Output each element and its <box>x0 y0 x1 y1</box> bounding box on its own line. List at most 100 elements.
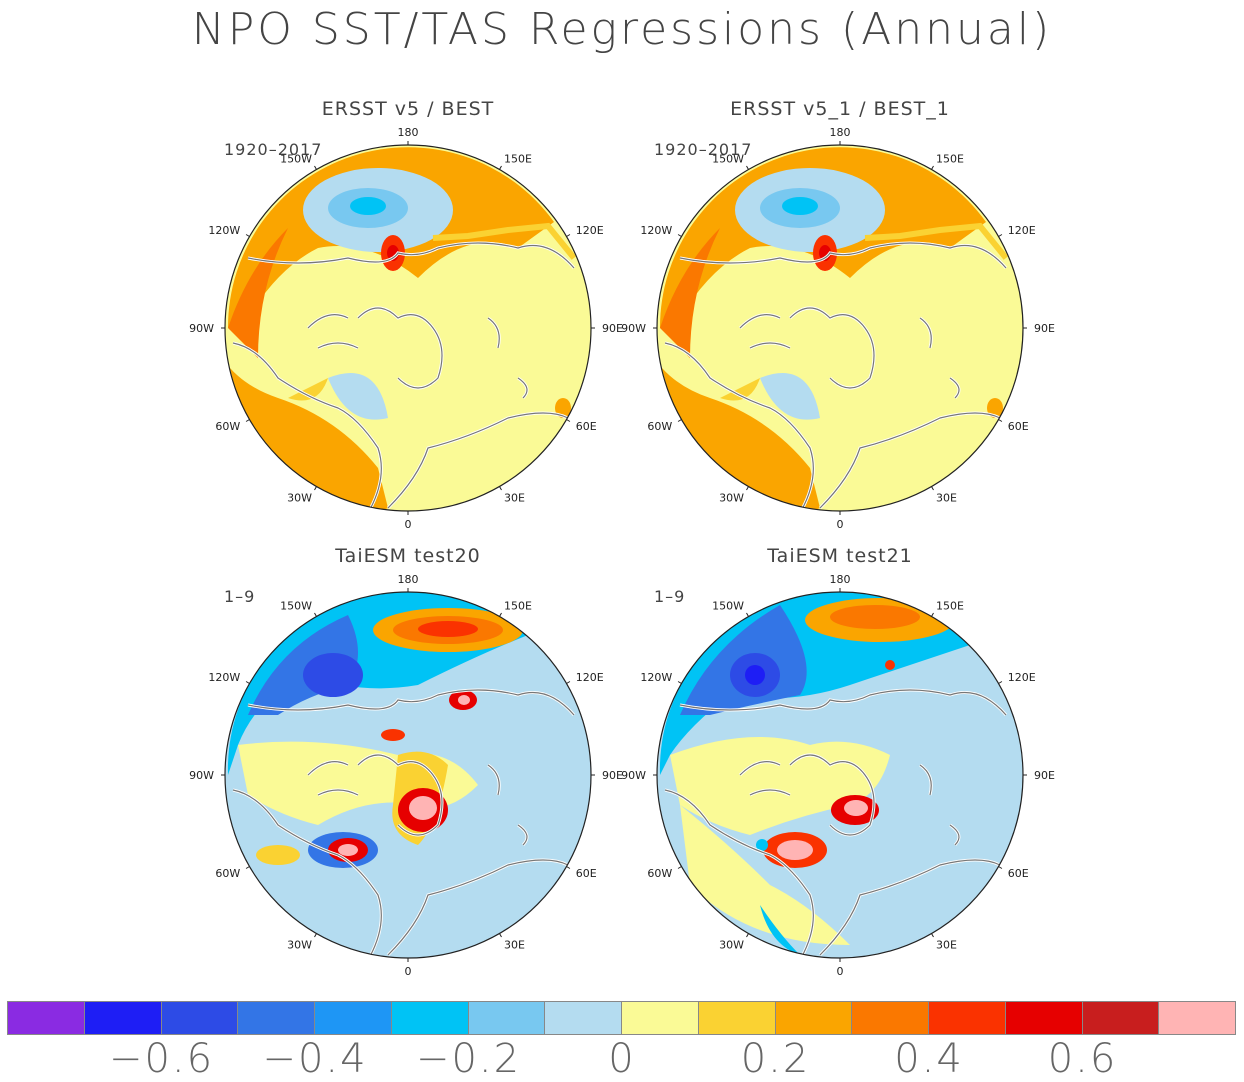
colorbar-cell <box>467 1001 546 1035</box>
coastlines <box>664 241 1008 511</box>
colorbar-tick-label: 0.4 <box>894 1036 964 1082</box>
contour-region <box>458 695 470 705</box>
lon-tick <box>245 681 250 684</box>
lon-label: 60W <box>647 867 672 880</box>
contour-region <box>756 839 768 851</box>
colorbar-cell <box>621 1001 699 1035</box>
lon-tick <box>314 165 317 170</box>
lon-label: 120E <box>576 671 604 684</box>
coastline <box>789 754 875 836</box>
colorbar-cell <box>1081 1001 1160 1035</box>
lon-tick <box>931 612 934 617</box>
colorbar-cell <box>7 1001 85 1035</box>
contour-region <box>418 621 478 637</box>
panel-taiesm-test21: TaiESM test21 1–9 180 150E 120E 90E 60E 30E 0 3… <box>621 545 1055 978</box>
lon-label: 0 <box>405 518 412 531</box>
lon-label: 120W <box>640 224 672 237</box>
panel-period: 1–9 <box>224 587 256 606</box>
coastline <box>487 764 528 846</box>
colorbar-cell <box>1158 1001 1236 1035</box>
lon-tick <box>314 486 317 491</box>
polar-map: 180 150E 120E 90E 60E 30E 0 30W 60W 90W 120W 150W <box>621 126 1055 531</box>
lon-tick <box>998 866 1003 869</box>
colorbar-cell <box>390 1001 469 1035</box>
contour-region <box>987 398 1003 418</box>
colorbar-tick-label: −0.2 <box>415 1036 522 1082</box>
lon-tick <box>566 866 571 869</box>
lon-label: 150E <box>504 599 532 612</box>
contour-region <box>777 840 813 860</box>
polar-map: 180 150E 120E 90E 60E 30E 0 30W 60W 90W 120W 150W <box>189 573 623 978</box>
lon-label: 150E <box>936 152 964 165</box>
coastlines <box>664 688 1008 958</box>
polar-map: 180 150E 120E 90E 60E 30E 0 30W 60W 90W 120W 150W <box>621 573 1055 978</box>
contour-region <box>303 653 363 697</box>
contour-region <box>745 665 765 685</box>
panel-title: ERSST v5 / BEST <box>321 98 495 120</box>
contour-region <box>760 373 820 420</box>
colorbar-cell <box>697 1001 776 1035</box>
lon-label: 60E <box>576 867 597 880</box>
coastline <box>664 342 814 511</box>
lon-label: 30W <box>287 939 312 952</box>
coastline <box>357 307 443 389</box>
panel-ersst-best-1: ERSST v5_1 / BEST_1 1920–2017 180 150E 120… <box>621 98 1055 531</box>
lon-label: 90W <box>189 769 214 782</box>
lon-label: 150W <box>712 152 744 165</box>
colorbar-cell <box>83 1001 162 1035</box>
panel-title: TaiESM test20 <box>335 545 481 567</box>
lon-label: 30W <box>719 492 744 505</box>
lon-label: 60E <box>1008 867 1029 880</box>
contour-region <box>338 844 358 856</box>
field-layer <box>225 592 591 958</box>
lon-tick <box>931 165 934 170</box>
lon-label: 0 <box>837 518 844 531</box>
lon-label: 90E <box>602 322 623 335</box>
contour-region <box>432 222 577 260</box>
coastline <box>789 307 875 389</box>
contour-region <box>350 197 386 215</box>
coastline <box>679 689 1007 716</box>
colorbar-tick-label: 0.6 <box>1047 1036 1118 1082</box>
lon-label: 180 <box>398 573 419 586</box>
lon-label: 180 <box>398 126 419 139</box>
lon-label: 60W <box>647 420 672 433</box>
coastline <box>679 242 1007 269</box>
coastline <box>247 242 575 269</box>
contour-region <box>555 398 571 418</box>
lon-label: 30E <box>504 939 525 952</box>
lon-label: 30W <box>287 492 312 505</box>
lon-label: 60W <box>215 867 240 880</box>
colorbar-cell <box>237 1001 315 1035</box>
coastline <box>819 859 1001 956</box>
coastline <box>307 314 359 349</box>
lon-label: 120E <box>1008 224 1036 237</box>
panel-taiesm-test20: TaiESM test20 1–9 180 150E 120E 90E 60E 30E 0 3… <box>189 545 623 978</box>
lon-label: 150W <box>280 152 312 165</box>
coastline <box>387 412 569 509</box>
coastline <box>739 314 791 349</box>
colorbar-tick-label: −0.6 <box>108 1036 215 1082</box>
coastline <box>232 789 382 958</box>
lon-tick <box>566 419 571 422</box>
contour-region <box>288 378 328 401</box>
lon-tick <box>314 933 317 938</box>
contour-region <box>680 805 850 945</box>
lon-label: 30E <box>936 492 957 505</box>
lon-tick <box>998 681 1003 684</box>
polar-map: 180 150E 120E 90E 60E 30E 0 30W 60W 90W 120W 150W <box>189 126 623 531</box>
lon-tick <box>998 419 1003 422</box>
page-title: NPO SST/TAS Regressions (Annual) <box>191 4 1053 55</box>
lon-tick <box>245 234 250 237</box>
lon-tick <box>499 933 502 938</box>
lon-tick <box>566 681 571 684</box>
lon-tick <box>746 165 749 170</box>
lon-label: 120E <box>1008 671 1036 684</box>
lon-label: 30E <box>504 492 525 505</box>
coastline <box>232 342 382 511</box>
lon-tick <box>677 234 682 237</box>
panel-period: 1–9 <box>654 587 686 606</box>
field-layer <box>657 145 1023 511</box>
panel-period: 1920–2017 <box>224 140 323 159</box>
panel-ersst-best: ERSST v5 / BEST 1920–2017 180 150E 120E 90E… <box>189 98 623 531</box>
